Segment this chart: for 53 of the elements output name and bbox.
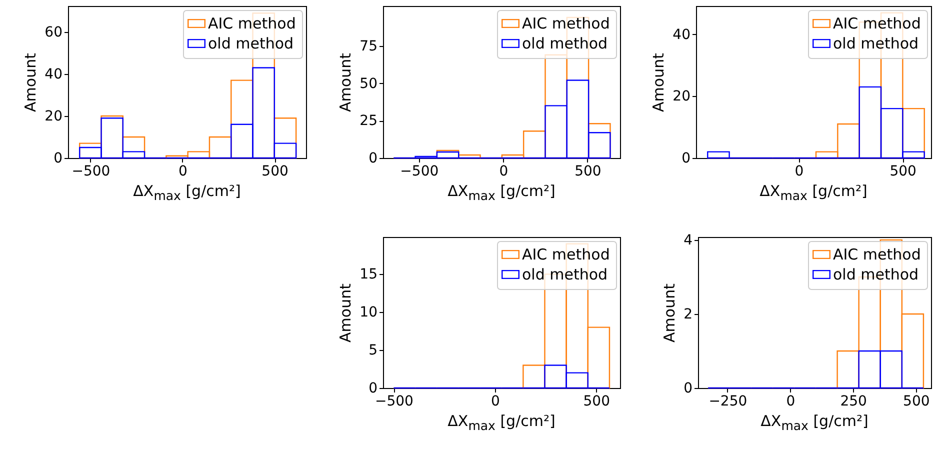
y-tick-label: 0 [368, 380, 378, 396]
x-axis-title: ΔX$_{max}$ [g/cm²] [760, 182, 868, 203]
x-axis-title: ΔX$_{max}$ [g/cm²] [760, 412, 868, 433]
x-tick-label: 0 [499, 164, 508, 180]
legend-label: AIC method [833, 14, 921, 32]
x-tick-label: 500 [262, 164, 288, 180]
x-tick-label: 500 [574, 164, 602, 180]
y-axis-title: Amount [650, 52, 668, 112]
x-tick-label: 0 [794, 164, 804, 180]
y-tick-label: 15 [360, 266, 378, 283]
y-tick-label: 20 [44, 108, 62, 125]
x-tick-label: 500 [890, 164, 916, 180]
legend-label: AIC method [833, 246, 921, 264]
x-tick-label: −500 [72, 164, 110, 180]
y-tick-label: 10 [360, 304, 378, 321]
y-axis-title: Amount [336, 52, 355, 112]
x-axis-title: ΔX$_{max}$ [g/cm²] [448, 412, 556, 433]
x-tick-label: −500 [375, 394, 414, 410]
legend-label: AIC method [208, 14, 296, 32]
y-tick-label: 0 [682, 150, 690, 166]
legend-label: old method [522, 266, 608, 284]
y-tick-label: 40 [44, 66, 62, 83]
y-tick-label: 20 [672, 88, 690, 105]
legend-label: old method [208, 34, 294, 52]
y-tick-label: 0 [684, 380, 692, 396]
y-tick-label: 0 [368, 150, 378, 166]
legend-label: old method [833, 34, 919, 52]
x-tick-label: 250 [840, 394, 867, 410]
y-tick-label: 40 [672, 26, 690, 43]
y-tick-label: 0 [54, 150, 62, 166]
y-tick-label: 75 [360, 38, 378, 54]
x-tick-label: −500 [400, 164, 439, 180]
y-tick-label: 4 [684, 232, 693, 248]
x-tick-label: −250 [708, 394, 748, 410]
y-axis-title: Amount [22, 52, 40, 112]
legend-label: AIC method [522, 14, 610, 32]
y-tick-label: 25 [360, 113, 378, 130]
legend-label: old method [522, 34, 608, 52]
x-axis-title: ΔX$_{max}$ [g/cm²] [448, 182, 556, 203]
y-axis-title: Amount [660, 283, 679, 342]
y-tick-label: 2 [684, 306, 692, 322]
y-axis-title: Amount [336, 283, 355, 342]
x-tick-label: 0 [786, 394, 796, 410]
x-tick-label: 500 [903, 394, 930, 410]
x-tick-label: 500 [583, 394, 610, 410]
x-axis-title: ΔX$_{max}$ [g/cm²] [133, 182, 241, 203]
x-tick-label: 0 [490, 394, 500, 410]
y-tick-label: 5 [368, 342, 378, 359]
y-tick-label: 50 [360, 76, 378, 92]
x-tick-label: 0 [178, 164, 188, 180]
legend-label: old method [833, 266, 919, 284]
legend-label: AIC method [522, 246, 610, 264]
y-tick-label: 60 [44, 24, 62, 41]
